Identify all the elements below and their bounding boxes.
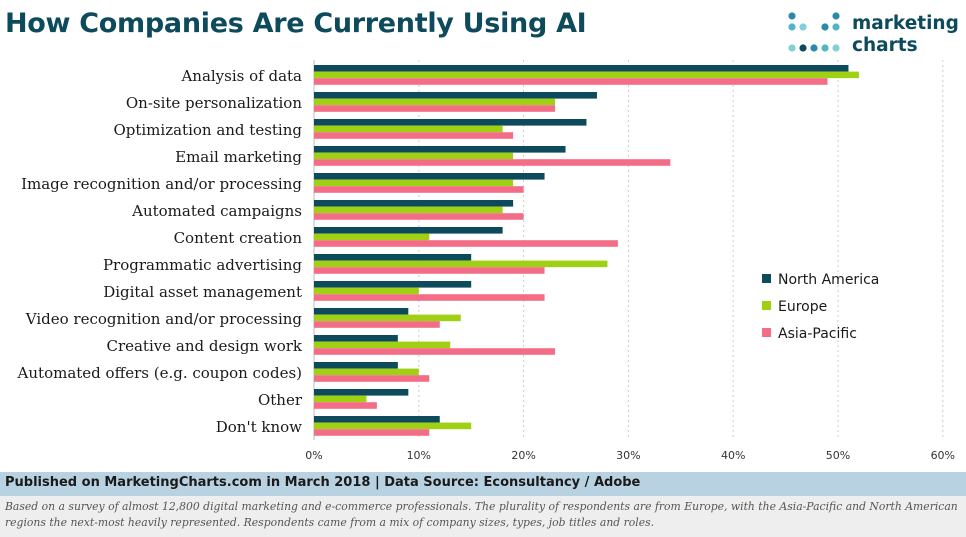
logo-dot — [821, 44, 829, 52]
bar — [314, 294, 545, 301]
x-axis-ticks: 0% 10% 20% 30% 40% 50% 60% — [305, 449, 955, 462]
bar — [314, 206, 503, 214]
category-label: Content creation — [174, 229, 303, 247]
footer-source-text: Published on MarketingCharts.com in Marc… — [5, 475, 641, 490]
category-label: Image recognition and/or processing — [21, 175, 302, 193]
category-label: Optimization and testing — [113, 121, 302, 139]
category-label: Creative and design work — [106, 337, 302, 355]
bar — [314, 348, 556, 355]
legend-label: Asia-Pacific — [778, 326, 857, 342]
logo-word-marketing: marketing — [852, 13, 959, 34]
bar — [314, 389, 409, 396]
x-tick-label: 0% — [305, 449, 322, 462]
bar — [314, 335, 398, 342]
bar — [314, 132, 514, 139]
category-label: Analysis of data — [180, 67, 302, 85]
logo-word-charts: charts — [852, 35, 918, 56]
bar — [314, 71, 859, 79]
bar — [314, 105, 556, 112]
category-label: On-site personalization — [126, 94, 302, 112]
legend-label: Europe — [778, 299, 827, 315]
x-tick-label: 50% — [826, 449, 850, 462]
bar — [314, 362, 398, 369]
bar — [314, 422, 472, 430]
logo-dot — [799, 23, 807, 31]
legend-swatch — [762, 328, 771, 337]
chart-title: How Companies Are Currently Using AI — [5, 8, 587, 39]
bar — [314, 152, 514, 160]
bar — [314, 186, 524, 193]
bar — [314, 159, 671, 166]
bar — [314, 78, 828, 85]
category-label: Other — [258, 391, 303, 409]
footer-note-text: Based on a survey of almost 12,800 digit… — [5, 500, 958, 529]
bar — [314, 402, 377, 409]
bar — [314, 429, 430, 436]
bar — [314, 213, 524, 220]
bar — [314, 254, 472, 261]
logo-dot — [799, 44, 807, 52]
category-label: Email marketing — [175, 148, 302, 166]
logo-dot — [788, 44, 796, 52]
category-label: Don't know — [216, 418, 302, 436]
category-label: Automated campaigns — [131, 202, 302, 220]
legend-swatch — [762, 274, 771, 283]
bar — [314, 173, 545, 180]
category-label: Digital asset management — [103, 283, 302, 301]
x-tick-label: 60% — [931, 449, 955, 462]
bar-chart: Analysis of data On-site personalization O… — [17, 60, 955, 462]
bar — [314, 375, 430, 382]
logo-dot — [832, 12, 840, 20]
legend: North America Europe Asia-Pacific — [762, 272, 879, 342]
bar — [314, 395, 367, 403]
bar — [314, 267, 545, 274]
bar — [314, 65, 849, 72]
bar — [314, 119, 587, 126]
legend-label: North America — [778, 272, 879, 288]
bar — [314, 98, 556, 106]
logo-dot — [832, 23, 840, 31]
bar — [314, 233, 430, 241]
bars — [314, 65, 859, 436]
bar — [314, 287, 419, 295]
grid-lines — [313, 60, 944, 440]
bar — [314, 200, 514, 207]
bar — [314, 281, 472, 288]
logo-dot — [810, 44, 818, 52]
bar — [314, 321, 440, 328]
category-labels: Analysis of data On-site personalization O… — [17, 67, 303, 436]
bar — [314, 146, 566, 153]
bar — [314, 92, 597, 99]
bar — [314, 227, 503, 234]
logo-dot — [832, 44, 840, 52]
bar — [314, 179, 514, 187]
legend-swatch — [762, 301, 771, 310]
bar — [314, 260, 608, 268]
bar — [314, 308, 409, 315]
bar — [314, 314, 461, 322]
bar — [314, 240, 618, 247]
bar — [314, 125, 503, 133]
bar — [314, 341, 451, 349]
x-tick-label: 20% — [511, 449, 535, 462]
footer-note-panel: Based on a survey of almost 12,800 digit… — [0, 496, 966, 537]
footer-source-bar: Published on MarketingCharts.com in Marc… — [0, 472, 966, 496]
bar — [314, 416, 440, 423]
logo-dot — [788, 23, 796, 31]
x-tick-label: 10% — [407, 449, 431, 462]
category-label: Video recognition and/or processing — [25, 310, 303, 328]
logo-dot — [821, 23, 829, 31]
bar — [314, 368, 419, 376]
x-tick-label: 40% — [721, 449, 745, 462]
x-tick-label: 30% — [616, 449, 640, 462]
marketingcharts-logo: marketing charts — [788, 10, 964, 58]
logo-dot — [788, 12, 796, 20]
logo-dots-icon — [788, 12, 840, 52]
category-label: Programmatic advertising — [103, 256, 302, 274]
category-label: Automated offers (e.g. coupon codes) — [17, 364, 302, 382]
